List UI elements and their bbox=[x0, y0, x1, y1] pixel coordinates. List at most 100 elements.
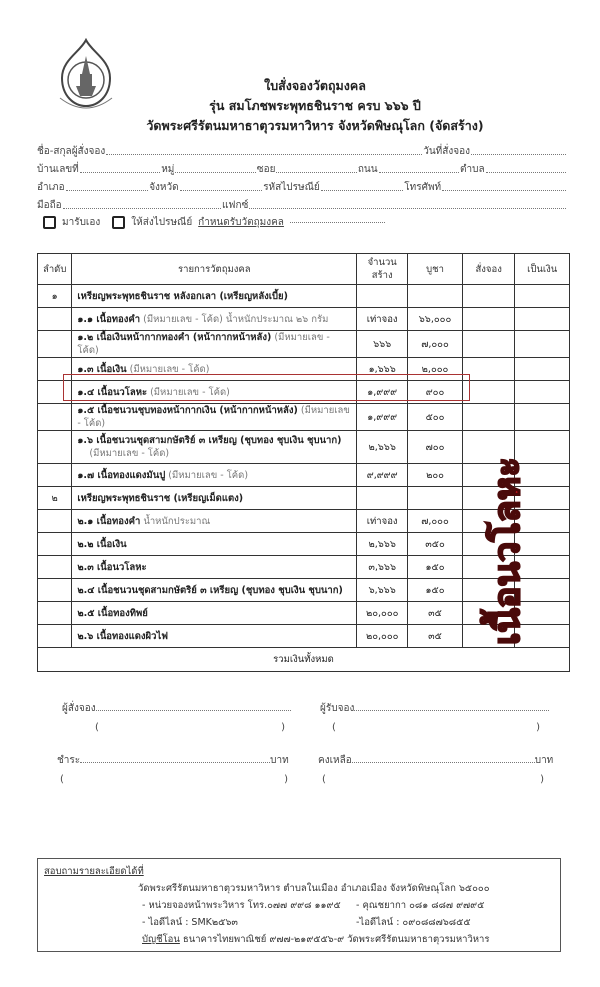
house-no-field[interactable] bbox=[79, 172, 161, 173]
item-name: ๒.๓ เนื้อนวโลหะ bbox=[77, 561, 147, 573]
row-amount-cell[interactable] bbox=[514, 601, 570, 625]
receive-date-label: กำหนดรับวัตถุมงคล bbox=[198, 216, 284, 228]
row-price: ๒๐๐ bbox=[407, 463, 463, 487]
table-row: ๒.๒ เนื้อเงิน ๒,๖๖๖ ๓๕๐ bbox=[36, 532, 570, 556]
row-price bbox=[407, 486, 463, 510]
row-qty: ๑,๙๙๙ bbox=[356, 403, 409, 431]
row-order-cell[interactable] bbox=[461, 380, 516, 404]
contact-address: วัดพระศรีรัตนมหาธาตุวรมหาวิหาร ตำบลในเมื… bbox=[138, 883, 490, 894]
soi-field[interactable] bbox=[276, 172, 357, 173]
line-id-2: -ไอดีไลน์ : ๐๙๐๘๘๗๖๘๕๕ bbox=[356, 917, 471, 928]
table-row: ๑ เหรียญพระพุทธชินราช หลังอกเลา (เหรียญห… bbox=[36, 284, 570, 308]
fax-field[interactable] bbox=[249, 208, 566, 209]
row-order-cell[interactable] bbox=[461, 509, 516, 533]
item-note: (มีหมายเลข - โค้ด) น้ำหนักประมาณ ๒๖ กรัม bbox=[143, 313, 329, 325]
moo-field[interactable] bbox=[175, 172, 256, 173]
row-order-cell[interactable] bbox=[461, 532, 516, 556]
temple-seal-logo bbox=[59, 38, 113, 109]
row-amount-cell[interactable] bbox=[514, 380, 570, 404]
phone-field[interactable] bbox=[442, 190, 566, 191]
row-amount-cell[interactable] bbox=[514, 403, 570, 431]
item-note: (มีหมายเลข - โค้ด) bbox=[77, 405, 350, 429]
row-order-cell[interactable] bbox=[461, 578, 516, 602]
row-amount-cell[interactable] bbox=[514, 430, 570, 464]
item-name: ๒.๔ เนื้อชนวนชุดสามกษัตริย์ ๓ เหรียญ (ชุ… bbox=[77, 584, 343, 596]
row-amount-cell[interactable] bbox=[514, 357, 570, 381]
remaining-field[interactable] bbox=[351, 762, 535, 763]
item-name: ๑.๗ เนื้อทองแดงมันปู bbox=[77, 469, 166, 481]
row-price: ๖๖,๐๐๐ bbox=[407, 307, 463, 331]
table-row: ๑.๒ เนื้อเงินหน้ากากทองคำ (หน้ากากหน้าหล… bbox=[36, 330, 570, 358]
row-no bbox=[36, 463, 73, 487]
item-name: เหรียญพระพุทธชินราช หลังอกเลา (เหรียญหลั… bbox=[77, 290, 288, 302]
contact-person: - คุณชยากา ๐๘๑ ๘๘๗ ๙๗๙๕ bbox=[356, 900, 485, 911]
row-order-cell[interactable] bbox=[461, 284, 516, 308]
post-checkbox[interactable] bbox=[112, 215, 126, 229]
receiver-signature: ผู้รับจอง bbox=[320, 702, 550, 715]
contact-heading: สอบถามรายละเอียดได้ที่ bbox=[44, 866, 144, 877]
header-col-order: สั่งจอง bbox=[461, 253, 516, 285]
road-field[interactable] bbox=[378, 172, 459, 173]
table-row: ๑.๗ เนื้อทองแดงมันปู (มีหมายเลข - โค้ด) … bbox=[36, 463, 570, 487]
row-amount-cell[interactable] bbox=[514, 307, 570, 331]
mobile-label: มือถือ bbox=[37, 200, 62, 211]
postcode-field[interactable] bbox=[320, 190, 404, 191]
row-order-cell[interactable] bbox=[461, 555, 516, 579]
province-field[interactable] bbox=[179, 190, 263, 191]
amphoe-label: อำเภอ bbox=[37, 182, 65, 193]
contact-booth: - หน่วยจองหน้าพระวิหาร โทร.๐๗๗ ๙๙๘ ๑๑๙๕ bbox=[142, 900, 341, 911]
item-note: (มีหมายเลข - โค้ด) bbox=[89, 448, 170, 459]
receiver-signature-field[interactable] bbox=[354, 710, 550, 711]
mobile-field[interactable] bbox=[62, 208, 221, 209]
row-no: ๑ bbox=[36, 284, 73, 308]
account-label: บัญชีโอน bbox=[142, 934, 180, 945]
row-no: ๒ bbox=[36, 486, 73, 510]
line-id-1: - ไอดีไลน์ : SMK๒๕๖๓ bbox=[142, 917, 238, 928]
row-order-cell[interactable] bbox=[461, 330, 516, 358]
orderer-signature-field[interactable] bbox=[95, 710, 291, 711]
row-no bbox=[36, 601, 73, 625]
row-amount-cell[interactable] bbox=[514, 509, 570, 533]
row-no bbox=[36, 578, 73, 602]
row-order-cell[interactable] bbox=[461, 357, 516, 381]
item-name: ๒.๕ เนื้อทองทิพย์ bbox=[77, 607, 148, 619]
fax-label: แฟกซ์ bbox=[221, 200, 249, 211]
highlighted-row-box bbox=[63, 374, 470, 401]
pickup-checkbox[interactable] bbox=[43, 215, 56, 229]
row-qty: ๒๐,๐๐๐ bbox=[356, 601, 409, 625]
row-price: ๓๕ bbox=[407, 601, 463, 625]
row-amount-cell[interactable] bbox=[514, 463, 570, 487]
item-note: (มีหมายเลข - โค้ด) bbox=[150, 386, 230, 398]
name-field[interactable] bbox=[106, 154, 423, 155]
row-amount-cell[interactable] bbox=[514, 330, 570, 358]
row-amount-cell[interactable] bbox=[514, 486, 570, 510]
item-note: น้ำหนักประมาณ bbox=[143, 515, 211, 527]
item-name: ๑.๒ เนื้อเงินหน้ากากทองคำ (หน้ากากหน้าหล… bbox=[77, 332, 272, 343]
date-field[interactable] bbox=[471, 154, 566, 155]
row-price: ๗๐๐ bbox=[407, 430, 463, 464]
item-name: ๑.๖ เนื้อชนวนชุดสามกษัตริย์ ๓ เหรียญ (ชุ… bbox=[77, 435, 342, 446]
row-order-cell[interactable] bbox=[461, 403, 516, 431]
row-qty: ๒,๖๖๖ bbox=[356, 430, 409, 464]
receive-date-field[interactable] bbox=[289, 221, 385, 223]
form-subtitle: รุ่น สมโภชพระพุทธชินราช ครบ ๖๖๖ ปี bbox=[209, 98, 421, 113]
amphoe-field[interactable] bbox=[65, 190, 149, 191]
table-row: ๑.๑ เนื้อทองคำ (มีหมายเลข - โค้ด) น้ำหนั… bbox=[36, 307, 570, 331]
row-order-cell[interactable] bbox=[461, 307, 516, 331]
item-name: ๑.๑ เนื้อทองคำ bbox=[77, 313, 141, 325]
header-col-no: ลำดับ bbox=[36, 253, 73, 285]
row-amount-cell[interactable] bbox=[514, 284, 570, 308]
row-price: ๑๕๐ bbox=[407, 555, 463, 579]
table-row: ๑.๓ เนื้อเงิน (มีหมายเลข - โค้ด) ๑,๖๖๖ ๒… bbox=[36, 357, 570, 381]
province-label: จังหวัด bbox=[149, 182, 179, 193]
header-col-price: บูชา bbox=[407, 253, 463, 285]
date-label: วันที่สั่งจอง bbox=[423, 146, 470, 157]
row-amount-cell[interactable] bbox=[514, 578, 570, 602]
orderer-signature: ผู้สั่งจอง bbox=[62, 702, 291, 715]
table-row: ๒.๔ เนื้อชนวนชุดสามกษัตริย์ ๓ เหรียญ (ชุ… bbox=[36, 578, 570, 602]
tambon-field[interactable] bbox=[485, 172, 566, 173]
row-no bbox=[36, 509, 73, 533]
table-row: ๑.๕ เนื้อชนวนชุบทองหน้ากากเงิน (หน้ากากห… bbox=[36, 403, 570, 431]
paid-field[interactable] bbox=[80, 762, 271, 763]
item-name: ๒.๒ เนื้อเงิน bbox=[77, 538, 127, 550]
